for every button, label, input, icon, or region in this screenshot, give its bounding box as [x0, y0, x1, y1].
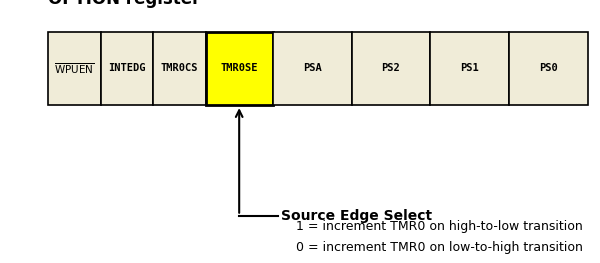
FancyBboxPatch shape	[206, 32, 273, 105]
FancyBboxPatch shape	[430, 32, 509, 105]
Text: PS2: PS2	[382, 63, 400, 73]
FancyBboxPatch shape	[273, 32, 352, 105]
Text: 1 = increment TMR0 on high-to-low transition: 1 = increment TMR0 on high-to-low transi…	[296, 220, 583, 233]
Text: PS0: PS0	[539, 63, 558, 73]
FancyBboxPatch shape	[153, 32, 206, 105]
FancyBboxPatch shape	[352, 32, 430, 105]
Text: 0 = increment TMR0 on low-to-high transition: 0 = increment TMR0 on low-to-high transi…	[296, 241, 583, 254]
FancyBboxPatch shape	[509, 32, 588, 105]
Text: PS1: PS1	[460, 63, 479, 73]
Text: PSA: PSA	[303, 63, 322, 73]
Text: TMR0CS: TMR0CS	[161, 63, 198, 73]
FancyBboxPatch shape	[101, 32, 153, 105]
Text: OPTION register: OPTION register	[48, 0, 200, 8]
Text: TMR0SE: TMR0SE	[220, 63, 258, 73]
Text: Source Edge Select: Source Edge Select	[281, 209, 433, 223]
Text: INTEDG: INTEDG	[108, 63, 146, 73]
Text: $\overline{\mathsf{WPUEN}}$: $\overline{\mathsf{WPUEN}}$	[54, 61, 94, 76]
FancyBboxPatch shape	[48, 32, 101, 105]
